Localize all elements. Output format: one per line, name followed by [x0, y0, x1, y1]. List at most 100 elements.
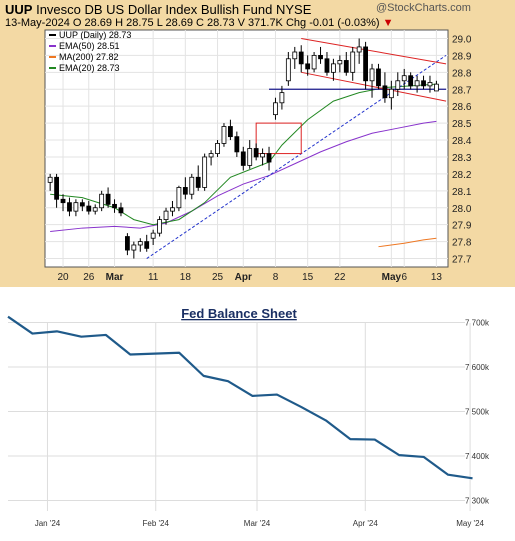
candle-body: [285, 58, 291, 82]
candle-body: [273, 102, 278, 116]
candle-body: [343, 60, 349, 73]
candle-body: [311, 54, 317, 70]
y-tick-label: 29.0: [452, 34, 472, 45]
quote-close: C 28.73: [196, 17, 235, 29]
quote-open: O 28.69: [72, 17, 113, 29]
candle-body: [176, 187, 182, 209]
candle-body: [99, 193, 105, 209]
fed-x-tick-label: Mar '24: [244, 519, 271, 528]
fed-balance-line: [7, 315, 473, 480]
candle-body: [337, 60, 343, 65]
stock-plot: 29.0 28.9 28.8 28.7 28.6 28.5 28.4 28.3 28.2 28.1…: [44, 29, 472, 283]
y-tick-label: 28.9: [452, 51, 472, 62]
highlight-box: [255, 122, 302, 155]
candle-body: [363, 46, 368, 82]
candle-body: [202, 156, 208, 188]
candle-body: [388, 88, 394, 99]
candle-body: [292, 51, 298, 60]
candle-body: [228, 126, 233, 138]
x-tick-label: 11: [148, 272, 159, 283]
candle-body: [131, 244, 137, 251]
candle-body: [408, 75, 414, 87]
y-tick-label: 28.8: [452, 68, 472, 79]
x-tick-label: 6: [401, 272, 407, 283]
candle-body: [105, 193, 111, 205]
candle-body: [427, 82, 433, 87]
ema50-line: [50, 120, 437, 232]
fed-x-tick-label: Apr '24: [353, 519, 379, 528]
candle-body: [189, 176, 195, 195]
channel-lower-line: [301, 71, 447, 102]
x-tick-label: Apr: [235, 272, 252, 283]
stock-chart-panel: UUP Invesco DB US Dollar Index Bullish F…: [0, 0, 515, 287]
candle-body: [157, 219, 162, 234]
fed-x-tick-label: May '24: [456, 519, 484, 528]
candle-body: [350, 51, 356, 73]
y-tick-label: 28.2: [452, 170, 472, 181]
x-tick-label: 15: [302, 272, 314, 283]
candle-body: [266, 153, 272, 163]
exchange-label: NYSE: [275, 2, 312, 17]
candle-body: [414, 80, 420, 87]
candle-body: [234, 136, 240, 153]
fed-y-tick-label: 7 500k: [465, 408, 490, 417]
candle-body: [279, 92, 285, 104]
fed-x-tick-label: Jan '24: [35, 519, 61, 528]
x-tick-label: 8: [273, 272, 279, 283]
candle-body: [240, 151, 246, 166]
legend-entry: EMA(50) 28.51: [59, 41, 120, 51]
y-tick-label: 27.8: [452, 238, 472, 249]
candle-body: [137, 241, 143, 246]
fed-y-tick-label: 7 600k: [465, 363, 490, 372]
legend-entry: UUP (Daily) 28.73: [59, 30, 131, 40]
candle-body: [144, 241, 150, 249]
candle-body: [369, 68, 375, 82]
ema20-line: [50, 83, 437, 226]
candle-body: [170, 207, 175, 212]
candle-body: [253, 148, 259, 158]
candle-body: [247, 148, 253, 166]
candle-body: [376, 68, 381, 87]
legend-entry: EMA(20) 28.73: [59, 63, 120, 73]
candle-body: [298, 51, 304, 65]
candle-body: [73, 202, 79, 212]
fed-chart-title: Fed Balance Sheet: [181, 306, 297, 321]
candle-body: [67, 202, 72, 212]
candle-body: [382, 85, 388, 99]
candle-body: [215, 143, 220, 154]
y-tick-label: 28.5: [452, 119, 472, 130]
candle-body: [86, 205, 92, 212]
candle-body: [221, 126, 227, 144]
candle-body: [324, 58, 330, 73]
y-tick-label: 27.7: [452, 255, 472, 266]
candle-body: [195, 176, 201, 188]
quote-change: Chg -0.01 (-0.03%): [285, 17, 380, 29]
candle-body: [401, 75, 407, 82]
chart-header-quote: 13-May-2024 O 28.69 H 28.75 L 28.69 C 28…: [5, 17, 393, 29]
fed-x-tick-label: Feb '24: [143, 519, 170, 528]
fed-y-tick-label: 7 400k: [465, 452, 490, 461]
x-tick-label: 25: [212, 272, 224, 283]
y-tick-label: 28.3: [452, 153, 472, 164]
candle-body: [434, 83, 439, 92]
candle-body: [395, 80, 401, 90]
x-tick-label: 26: [83, 272, 95, 283]
y-tick-label: 28.7: [452, 85, 472, 96]
x-tick-label: 20: [57, 272, 69, 283]
candle-body: [60, 198, 66, 204]
candle-body: [92, 207, 98, 212]
ma200-line: [378, 237, 437, 248]
chart-header-title: UUP Invesco DB US Dollar Index Bullish F…: [5, 2, 311, 17]
candle-body: [118, 207, 124, 214]
fund-name: Invesco DB US Dollar Index Bullish Fund: [36, 2, 273, 17]
fed-chart-panel: Fed Balance Sheet 7 700k 7 600k 7 500k 7 400…: [0, 300, 515, 541]
y-tick-label: 28.6: [452, 102, 472, 113]
candle-body: [305, 63, 311, 70]
fed-y-tick-label: 7 300k: [465, 497, 490, 506]
x-tick-label: 13: [431, 272, 443, 283]
candle-body: [260, 153, 265, 158]
x-tick-label: 22: [334, 272, 346, 283]
channel-upper-line: [301, 37, 447, 65]
quote-volume: V 371.7K: [237, 17, 283, 29]
candle-body: [182, 187, 188, 195]
